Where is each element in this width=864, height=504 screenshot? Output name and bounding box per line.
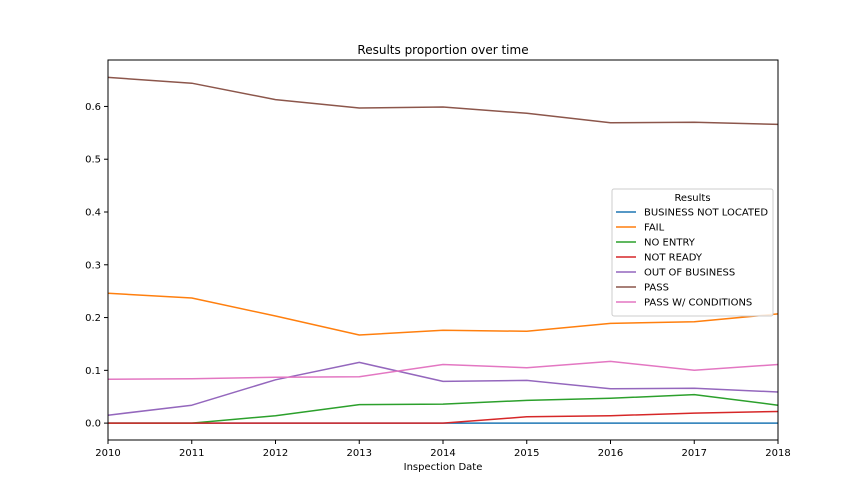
chart-title: Results proportion over time bbox=[357, 43, 528, 57]
x-tick-label: 2018 bbox=[765, 448, 790, 459]
y-tick-label: 0.0 bbox=[85, 419, 101, 430]
series-line-out-of-business bbox=[107, 361, 779, 416]
legend: Results BUSINESS NOT LOCATED FAIL NO ENTRY N… bbox=[611, 188, 774, 317]
x-axis: 2010 2011 2012 2013 2014 2015 2016 2017 2018 bbox=[95, 440, 791, 459]
legend-label-pass: PASS bbox=[644, 283, 669, 294]
y-tick-label: 0.5 bbox=[85, 155, 101, 166]
plot-lines bbox=[107, 76, 779, 424]
series-line-fail bbox=[107, 292, 779, 336]
y-axis: 0.0 0.1 0.2 0.3 0.4 0.5 0.6 bbox=[85, 102, 108, 430]
x-tick-label: 2015 bbox=[514, 448, 539, 459]
y-tick-label: 0.3 bbox=[85, 260, 101, 271]
legend-title: Results bbox=[674, 193, 710, 204]
y-tick-label: 0.2 bbox=[85, 313, 101, 324]
legend-label-business-not-located: BUSINESS NOT LOCATED bbox=[644, 208, 768, 219]
y-tick-label: 0.6 bbox=[85, 102, 101, 113]
x-tick-label: 2014 bbox=[430, 448, 455, 459]
legend-label-not-ready: NOT READY bbox=[644, 253, 703, 264]
y-tick-label: 0.4 bbox=[85, 208, 101, 219]
series-line-not-ready bbox=[108, 410, 779, 424]
x-tick-label: 2011 bbox=[179, 448, 204, 459]
series-line-pass bbox=[107, 76, 779, 126]
series-line-no-entry bbox=[108, 393, 779, 424]
x-tick-label: 2016 bbox=[598, 448, 623, 459]
x-tick-label: 2017 bbox=[682, 448, 707, 459]
legend-label-pass-w-conditions: PASS W/ CONDITIONS bbox=[644, 298, 752, 309]
legend-label-fail: FAIL bbox=[644, 223, 665, 234]
legend-box bbox=[611, 188, 774, 317]
y-tick-label: 0.1 bbox=[85, 366, 101, 377]
series-line-pass-w-conditions bbox=[107, 360, 779, 381]
legend-label-out-of-business: OUT OF BUSINESS bbox=[644, 268, 735, 279]
x-axis-label: Inspection Date bbox=[404, 462, 483, 473]
x-tick-label: 2012 bbox=[263, 448, 288, 459]
x-tick-label: 2010 bbox=[95, 448, 120, 459]
legend-label-no-entry: NO ENTRY bbox=[644, 238, 696, 249]
x-tick-label: 2013 bbox=[347, 448, 372, 459]
